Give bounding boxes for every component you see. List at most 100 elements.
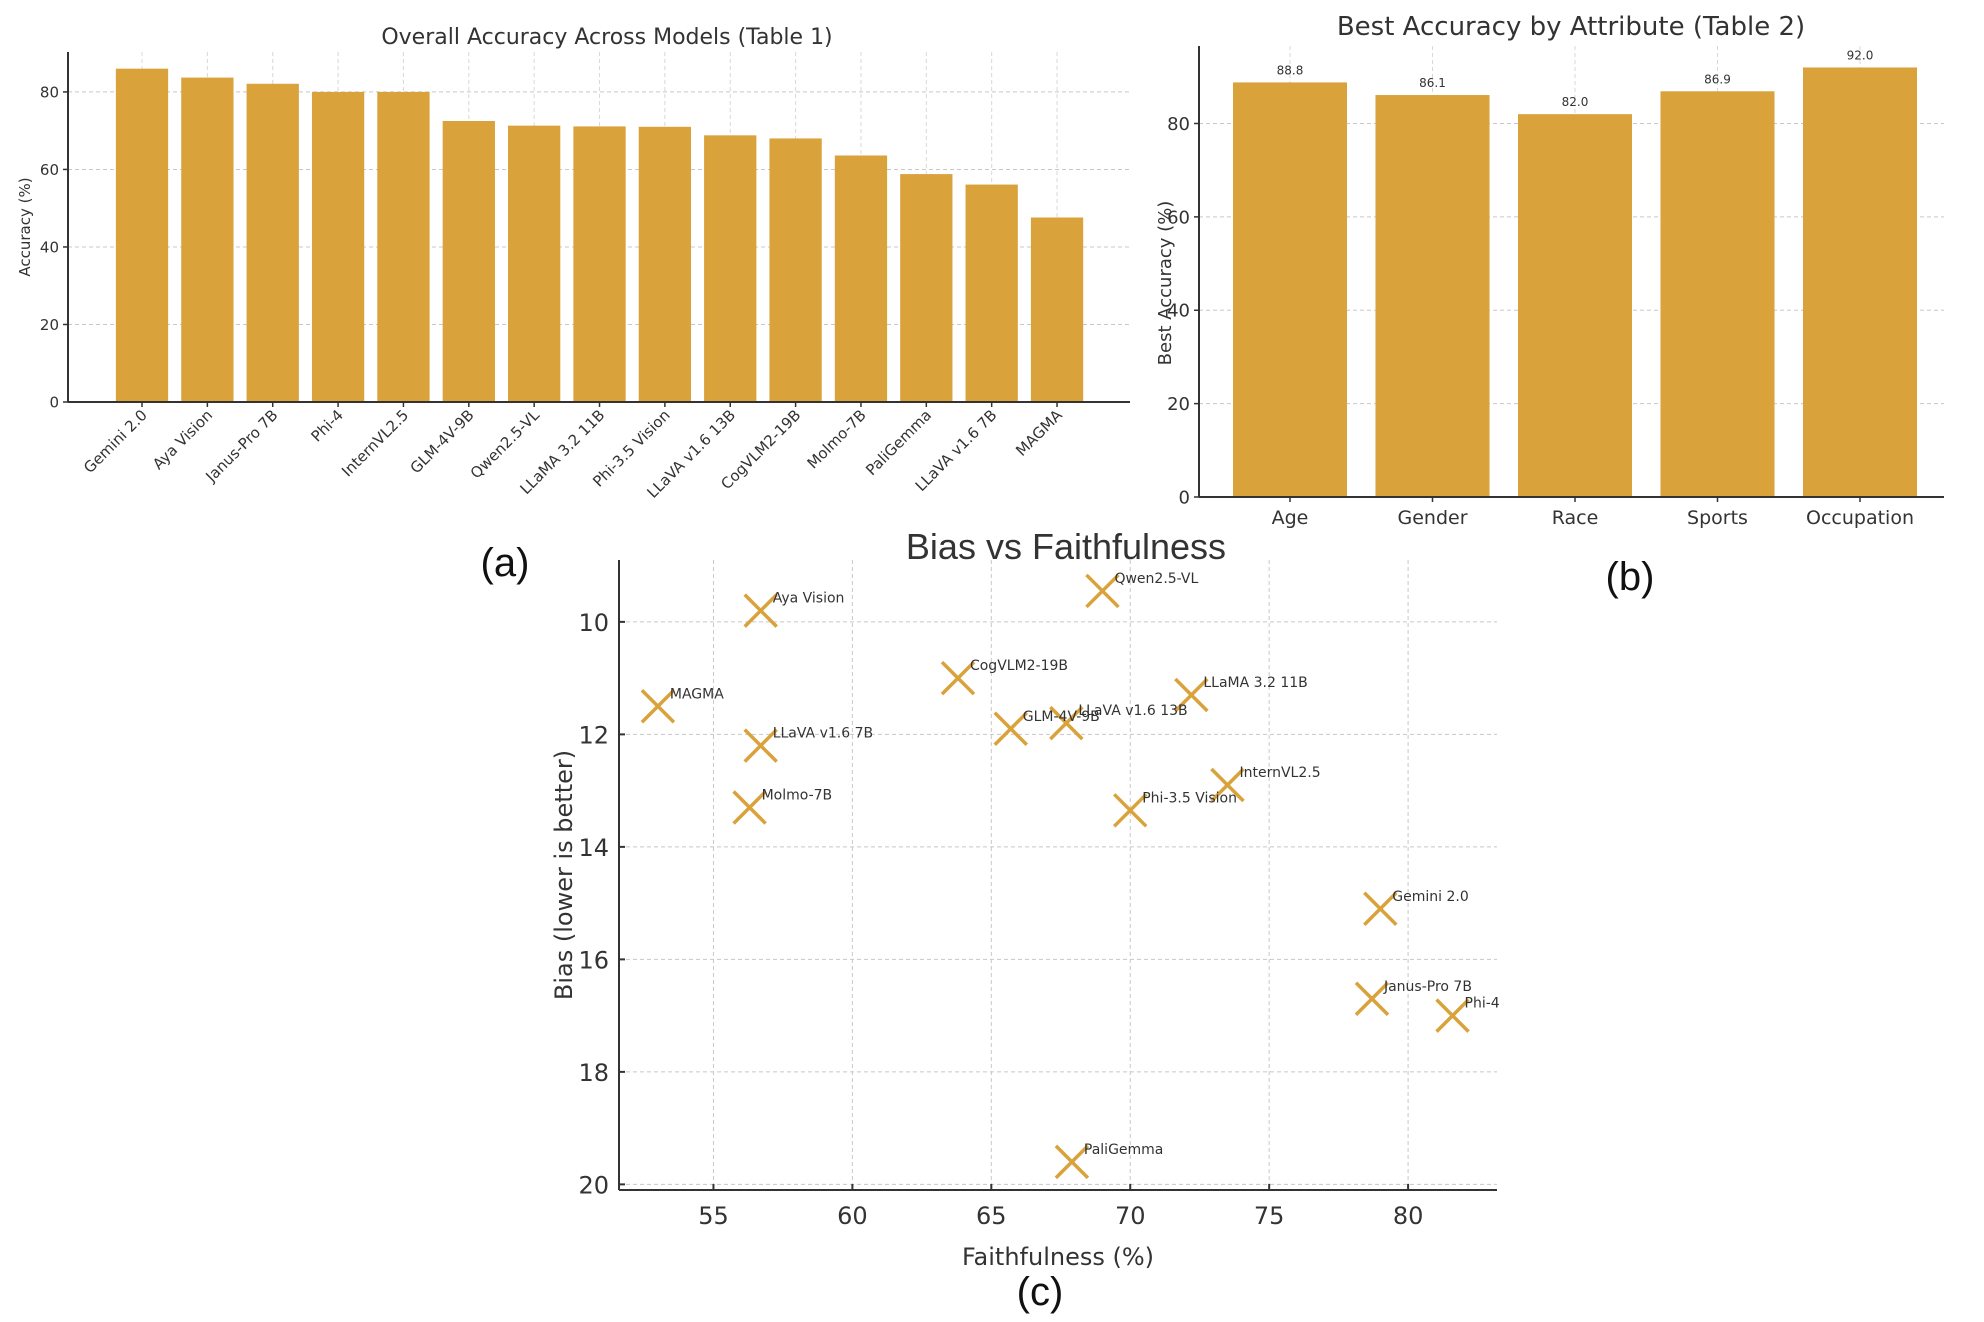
point-cogvlm2-19b: CogVLM2-19B (940, 658, 1068, 696)
y-tick-label: 14 (578, 834, 609, 862)
x-tick-label: Age (1272, 507, 1309, 529)
bar-gender (1375, 95, 1490, 498)
y-tick-label: 40 (1167, 301, 1190, 322)
y-tick-label: 20 (1167, 394, 1190, 415)
chart-a-ylabel: Accuracy (%) (16, 177, 34, 276)
y-tick-label: 0 (49, 393, 59, 411)
y-tick-label: 16 (578, 946, 609, 974)
point-llava-v1-6-13b: LLaVA v1.6 13B (1049, 703, 1188, 741)
point-label: Phi-4 (1465, 996, 1500, 1012)
bar-glm-4v-9b (442, 120, 495, 402)
x-tick-label: 80 (1393, 1202, 1424, 1230)
x-marker (640, 689, 676, 724)
x-tick-label: GLM-4V-9B (407, 406, 478, 477)
x-marker (1085, 573, 1120, 609)
point-label: Aya Vision (773, 591, 845, 607)
bar-occupation (1803, 67, 1917, 497)
x-tick-label: PaliGemma (862, 406, 935, 479)
x-tick-label: Sports (1687, 507, 1748, 529)
point-llama-3-2-11b: LLaMA 3.2 11B (1174, 675, 1308, 713)
bar-internvl2-5 (377, 91, 430, 402)
x-tick-label: 65 (976, 1202, 1007, 1230)
x-tick-label: 70 (1115, 1202, 1146, 1230)
y-tick-label: 60 (1167, 207, 1190, 228)
bar-age (1233, 82, 1347, 498)
chart-b-title: Best Accuracy by Attribute (Table 2) (1337, 12, 1805, 42)
y-tick-label: 20 (40, 316, 59, 334)
point-qwen2-5-vl: Qwen2.5-VL (1085, 571, 1198, 609)
x-tick-label: Aya Vision (149, 406, 216, 473)
point-label: PaliGemma (1084, 1142, 1164, 1158)
bar-sports (1660, 91, 1775, 498)
point-molmo-7b: Molmo-7B (732, 788, 833, 825)
bar-data-label: 92.0 (1847, 48, 1874, 62)
point-label: MAGMA (670, 686, 724, 702)
point-label: Molmo-7B (762, 788, 833, 804)
bar-aya-vision (181, 77, 234, 403)
y-tick-label: 40 (40, 238, 59, 256)
bar-janus-pro-7b (246, 83, 299, 402)
x-marker (1435, 998, 1470, 1033)
point-glm-4v-9b: GLM-4V-9B (993, 709, 1100, 746)
chart-b-ylabel: Best Accuracy (%) (1155, 201, 1176, 366)
bar-phi-3-5-vision (638, 126, 692, 402)
point-label: LLaMA 3.2 11B (1203, 675, 1307, 691)
point-label: CogVLM2-19B (970, 658, 1068, 674)
x-marker (1054, 1144, 1090, 1180)
x-marker (743, 728, 778, 763)
y-tick-label: 80 (40, 83, 59, 101)
x-marker (1113, 793, 1148, 828)
y-tick-label: 20 (578, 1171, 609, 1199)
bar-molmo-7b (834, 155, 888, 402)
point-label: LLaVA v1.6 7B (773, 726, 873, 742)
y-tick-label: 12 (578, 721, 609, 749)
point-label: InternVL2.5 (1239, 765, 1320, 781)
y-tick-label: 18 (578, 1059, 609, 1087)
bar-cogvlm2-19b (769, 138, 822, 402)
point-phi-3-5-vision: Phi-3.5 Vision (1113, 790, 1237, 828)
point-label: Janus-Pro 7B (1383, 979, 1472, 995)
x-tick-label: Gender (1397, 507, 1467, 529)
point-label: Gemini 2.0 (1392, 889, 1468, 905)
x-marker (1354, 981, 1390, 1016)
x-marker (940, 660, 976, 696)
x-tick-label: 60 (837, 1202, 868, 1230)
panel-label-a: (a) (481, 541, 530, 585)
bar-paligemma (900, 174, 953, 402)
chart-best-accuracy-by-attribute: Best Accuracy by Attribute (Table 2) Bes… (1155, 12, 1944, 599)
bar-gemini-2-0 (115, 68, 169, 403)
point-janus-pro-7b: Janus-Pro 7B (1354, 979, 1472, 1016)
x-tick-label: Phi-4 (308, 406, 347, 445)
point-label: LLaVA v1.6 13B (1078, 703, 1187, 719)
x-tick-label: Race (1552, 507, 1599, 529)
x-marker (732, 790, 767, 825)
x-tick-label: MAGMA (1012, 406, 1066, 460)
point-label: Qwen2.5-VL (1114, 571, 1198, 587)
y-tick-label: 80 (1167, 114, 1190, 135)
bar-data-label: 82.0 (1562, 95, 1589, 109)
point-phi-4: Phi-4 (1435, 996, 1500, 1033)
chart-c-title: Bias vs Faithfulness (906, 526, 1226, 567)
point-paligemma: PaliGemma (1054, 1142, 1164, 1180)
x-tick-label: Molmo-7B (804, 406, 870, 472)
bar-race (1518, 114, 1632, 497)
point-magma: MAGMA (640, 686, 724, 724)
bar-qwen2-5-vl (508, 125, 561, 403)
bar-phi-4 (311, 91, 365, 402)
bar-llava-v1-6-13b (704, 135, 757, 403)
chart-c-xlabel: Faithfulness (%) (962, 1243, 1154, 1271)
point-label: GLM-4V-9B (1023, 709, 1100, 725)
chart-bias-vs-faithfulness: Bias vs Faithfulness Bias (lower is bett… (550, 526, 1500, 1314)
chart-a-title: Overall Accuracy Across Models (Table 1) (381, 25, 832, 50)
chart-overall-accuracy: Overall Accuracy Across Models (Table 1)… (16, 25, 1130, 585)
panel-label-c: (c) (1017, 1270, 1064, 1314)
x-marker (1174, 677, 1209, 713)
x-marker (1049, 705, 1084, 741)
y-tick-label: 10 (578, 609, 609, 637)
y-tick-label: 60 (40, 161, 59, 179)
x-tick-label: 75 (1254, 1202, 1285, 1230)
point-label: Phi-3.5 Vision (1142, 790, 1237, 806)
bar-llama-3-2-11b (573, 126, 626, 402)
panel-label-b: (b) (1606, 555, 1655, 599)
